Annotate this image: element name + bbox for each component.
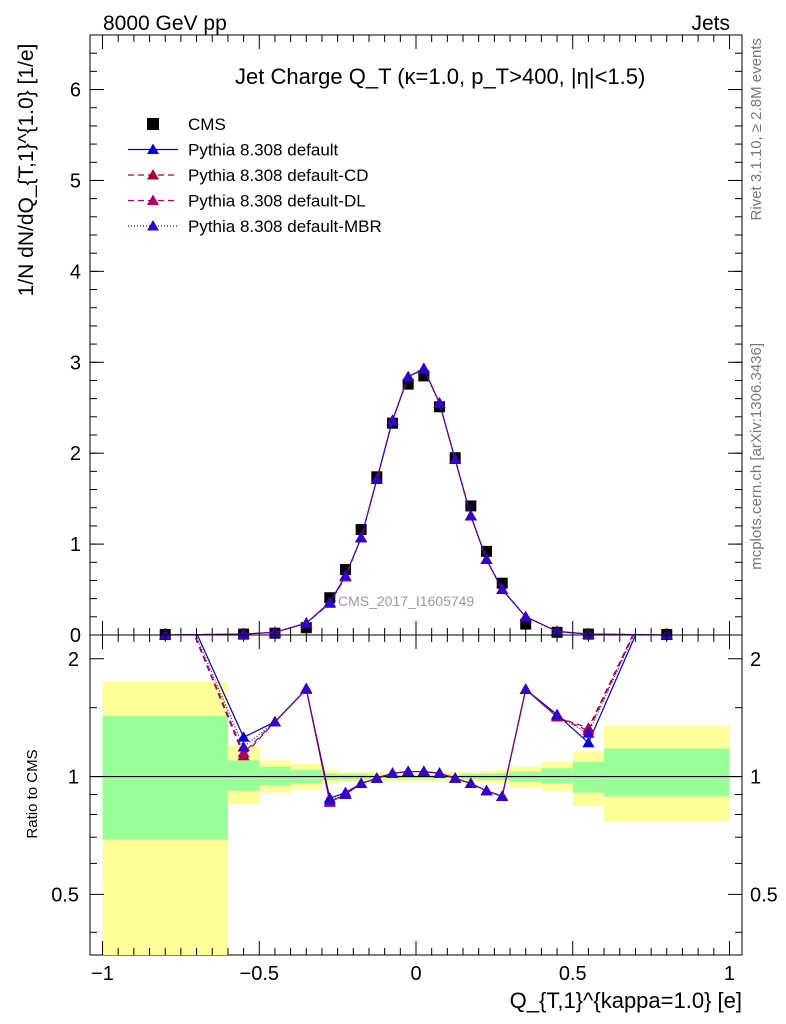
ratio-series-marker [519,683,532,694]
main-series-marker [355,531,368,543]
ratio-series-marker [323,794,336,805]
ratio-series-marker [433,767,446,778]
ratio-series-marker [402,765,415,777]
ratio-series-marker [355,777,368,789]
legend-marker [147,169,159,180]
inner-uncertainty-band [604,748,730,797]
cms-data-point [481,545,493,557]
ratio-series-marker [496,790,509,801]
ratio-series-marker [464,777,477,789]
main-series-marker [496,583,509,595]
x-axis-label: Q_{T,1}^{kappa=1.0} [e] [510,988,742,1013]
ratio-series-marker [480,784,493,796]
main-y-tick-label: 1 [70,534,81,556]
legend-marker [147,220,159,231]
legend-entry-label: Pythia 8.308 default-CD [188,166,369,185]
ratio-series-marker [339,788,352,799]
ratio-series-marker [417,765,430,777]
main-series-marker [433,397,446,408]
legend-marker [147,194,159,205]
ratio-y-tick-label-right: 2 [750,649,761,671]
main-series-marker [449,453,462,465]
main-series-marker [370,473,383,485]
ratio-series-marker [582,727,595,738]
cms-data-point [496,577,508,589]
x-tick-label: 0 [410,963,421,985]
ratio-y-axis: 0.5 0.5 1 1 2 2 [51,649,778,933]
main-series-line [165,367,667,636]
main-series-marker [386,414,399,425]
ratio-series-marker [582,736,595,748]
ratio-series-line [195,635,635,802]
main-series-marker [323,597,336,608]
ratio-series-marker [300,682,313,693]
x-axis: −1 −0.5 0 0.5 1 [91,35,735,985]
ratio-uncertainty-bands [90,681,742,955]
main-series-marker [464,509,477,521]
ratio-series-marker [268,715,281,727]
main-series-marker [300,617,313,628]
main-y-axis: 0 1 2 3 4 5 6 [70,52,742,647]
inner-uncertainty-band [541,768,573,784]
ratio-series-marker [370,772,383,783]
ratio-y-tick-label: 2 [68,649,79,671]
legend-entry-label: CMS [188,115,226,134]
main-y-tick-label: 5 [70,170,81,192]
x-tick-label: −0.5 [240,963,279,985]
main-chart-title: Jet Charge Q_T (κ=1.0, p_T>400, |η|<1.5) [235,64,645,89]
main-y-tick-label: 6 [70,80,81,102]
analysis-watermark: CMS_2017_I1605749 [338,593,474,609]
rivet-version-label: Rivet 3.1.10, ≥ 2.8M events [748,38,765,221]
x-tick-label: −1 [91,963,114,985]
cms-data-point [418,370,430,382]
ratio-y-tick-label-right: 1 [750,767,761,789]
main-y-tick-label: 4 [70,261,81,283]
main-series-marker [402,370,415,382]
cms-data-point [339,564,351,576]
mcplots-reference-label: mcplots.cern.ch [arXiv:1306.3436] [748,343,765,570]
legend-marker [147,143,159,154]
main-series-marker [417,362,430,374]
cms-data-point [520,618,532,630]
legend-entry-label: Pythia 8.308 default-DL [188,192,366,211]
inner-uncertainty-band [572,761,605,793]
ratio-series-marker [386,767,399,778]
cms-data-point [355,524,367,536]
main-y-tick-label: 0 [70,625,81,647]
ratio-series-marker [551,709,564,721]
cms-data-point [402,378,414,390]
ratio-series-marker [449,772,462,783]
cms-data-point [300,622,312,634]
legend: CMS Pythia 8.308 default Pythia 8.308 defa… [128,115,382,236]
main-series-marker [480,553,493,565]
ratio-y-tick-label-right: 0.5 [750,884,778,906]
legend-entry-label: Pythia 8.308 default [188,141,339,160]
legend-entry-label: Pythia 8.308 default-MBR [188,217,382,236]
main-series-marker [339,569,352,581]
main-series-line [165,367,667,636]
ratio-y-tick-label: 0.5 [51,884,79,906]
ratio-panel: 0.5 0.5 1 1 2 2 −1 −0.5 0 0.5 1 Ratio to CMS Q_{T… [24,35,778,1013]
inner-uncertainty-band [227,760,260,791]
ratio-series-group [193,635,637,807]
main-y-tick-label: 2 [70,443,81,465]
cms-data-point [465,500,477,512]
ratio-y-tick-label: 1 [68,767,79,789]
header-process-label: Jets [691,12,730,35]
inner-uncertainty-band [102,715,228,840]
main-y-axis-label: 1/N dN/dQ_{T,1}^{1.0} [1/e] [15,44,38,297]
ratio-y-axis-label: Ratio to CMS [24,749,41,838]
ratio-series-marker [237,731,250,742]
ratio-series-marker [237,741,250,752]
main-panel: Jet Charge Q_T (κ=1.0, p_T>400, |η|<1.5)… [15,34,743,647]
ratio-series-marker [237,746,250,758]
x-tick-label: 1 [724,963,735,985]
main-series-marker [519,610,532,622]
legend-cms-marker [147,118,159,130]
ratio-series-clip-group [193,635,637,807]
x-tick-label: 0.5 [559,963,587,985]
main-y-tick-label: 3 [70,352,81,374]
header-energy-label: 8000 GeV pp [103,12,227,35]
